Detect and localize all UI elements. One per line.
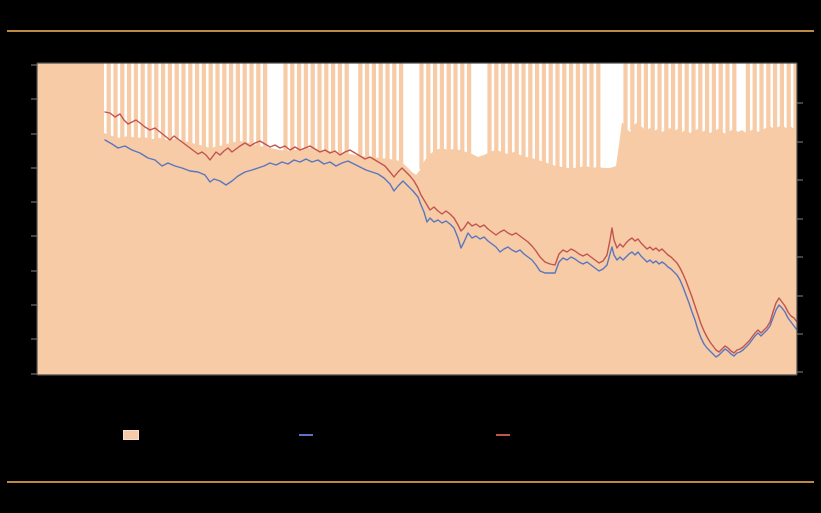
area-fill	[37, 63, 797, 375]
bottom-divider-rule	[7, 481, 814, 483]
stripe-columns	[106, 63, 797, 170]
axis-ticks	[31, 64, 803, 375]
axis-spines	[36, 62, 798, 376]
red-line	[104, 111, 798, 354]
blue-line	[104, 139, 798, 358]
top-divider-rule	[7, 30, 814, 32]
